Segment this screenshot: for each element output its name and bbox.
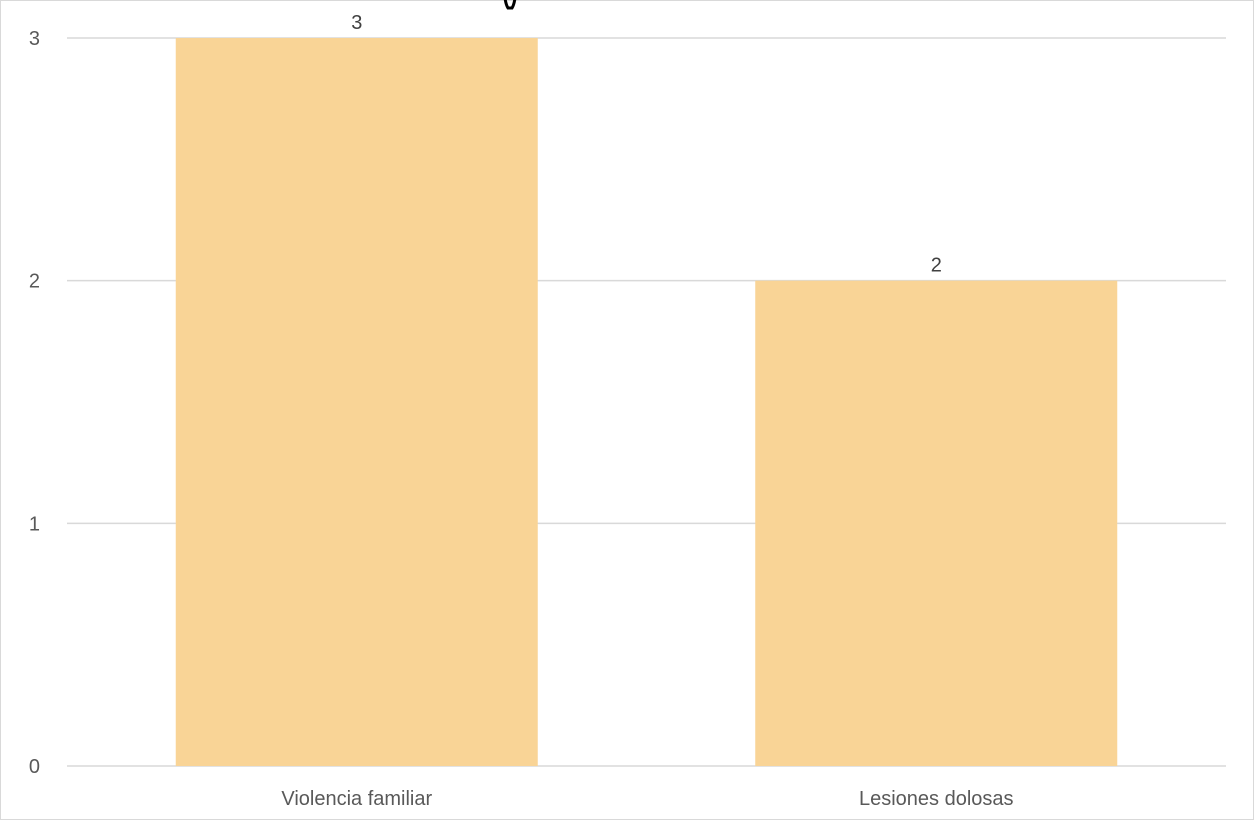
bar [755, 280, 1118, 766]
y-tick-label: 1 [29, 513, 40, 535]
data-label: 2 [931, 255, 942, 277]
data-label: 3 [351, 12, 362, 34]
bars [175, 38, 1118, 766]
labels: 0 1 2 3 3 Violencia familiar 2 Lesiones dolosas [29, 12, 1014, 810]
y-tick-label: 0 [29, 756, 40, 778]
bar [175, 38, 538, 766]
title-fragment [503, 0, 517, 10]
y-tick-label: 2 [29, 271, 40, 293]
y-tick-label: 3 [29, 28, 40, 50]
x-category-label: Violencia familiar [281, 788, 432, 810]
x-category-label: Lesiones dolosas [859, 788, 1014, 810]
